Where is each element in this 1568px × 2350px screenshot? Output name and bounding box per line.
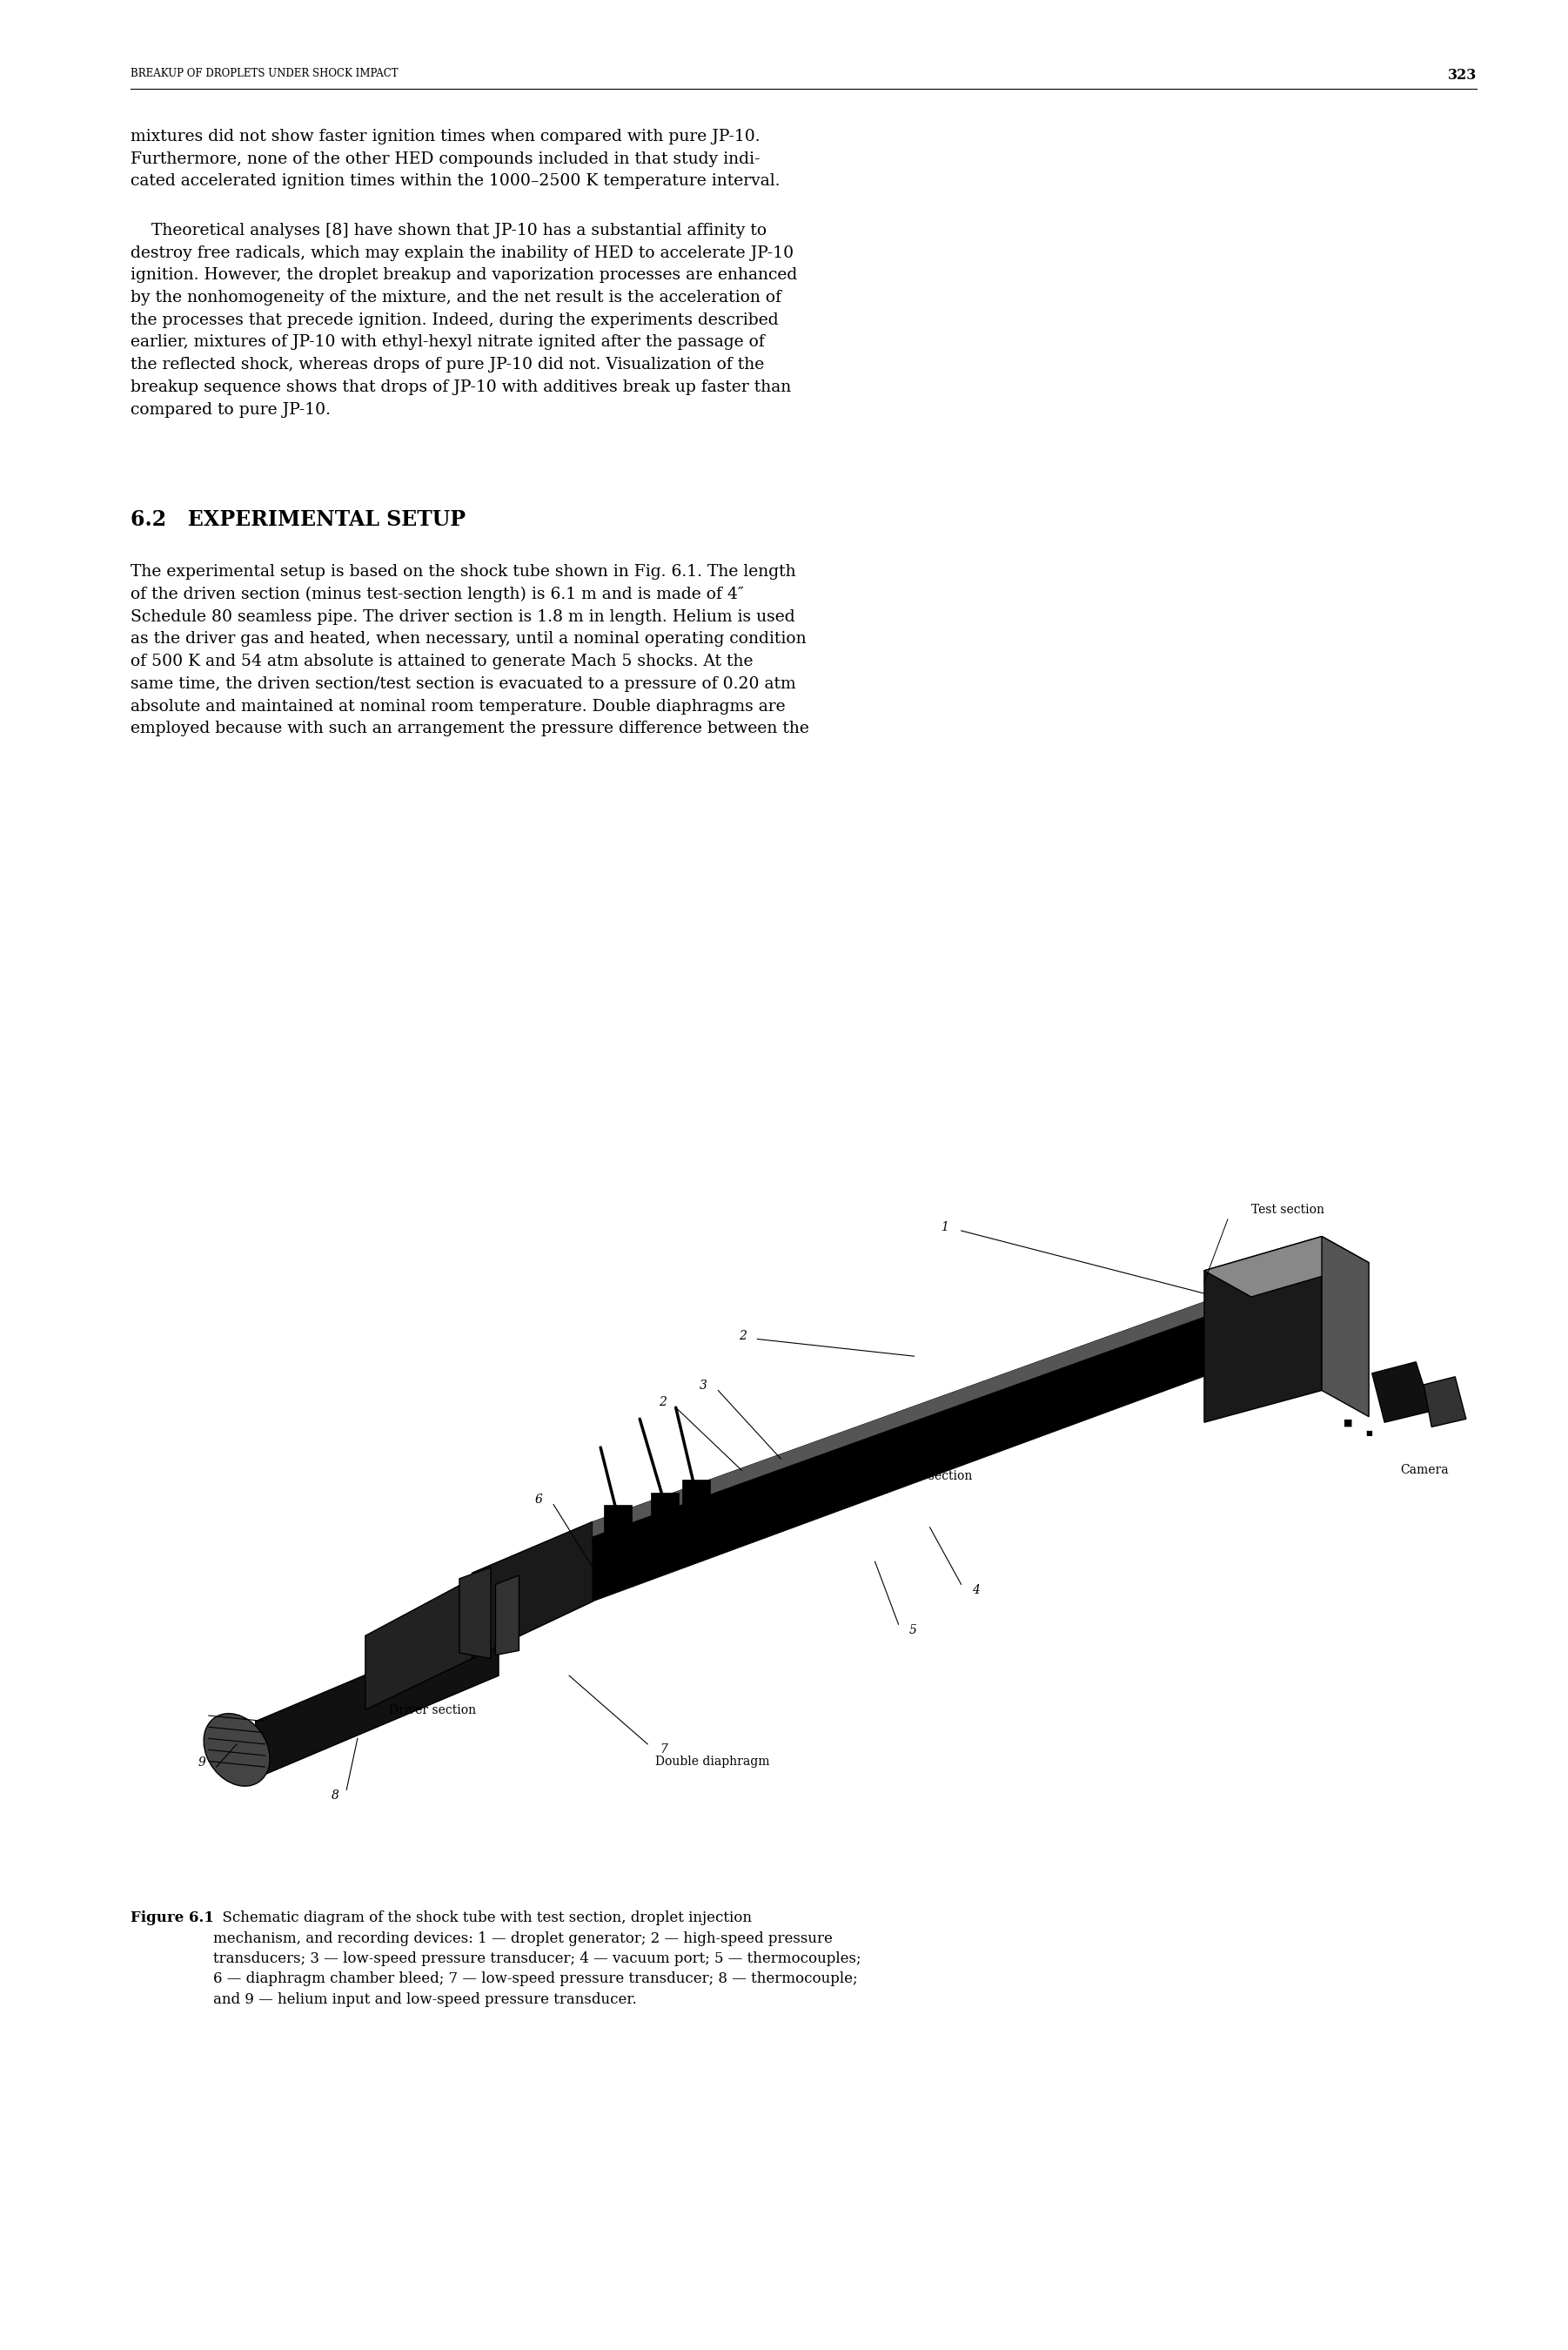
Text: BREAKUP OF DROPLETS UNDER SHOCK IMPACT: BREAKUP OF DROPLETS UNDER SHOCK IMPACT bbox=[130, 68, 398, 80]
Polygon shape bbox=[1204, 1236, 1322, 1422]
Text: 9: 9 bbox=[198, 1755, 205, 1770]
Polygon shape bbox=[1204, 1236, 1369, 1297]
Text: 3: 3 bbox=[699, 1379, 707, 1391]
Polygon shape bbox=[682, 1480, 710, 1513]
Text: Driver section: Driver section bbox=[389, 1704, 477, 1716]
Text: 2: 2 bbox=[739, 1330, 746, 1342]
Polygon shape bbox=[459, 1567, 491, 1659]
Polygon shape bbox=[1424, 1377, 1466, 1426]
Polygon shape bbox=[593, 1283, 1259, 1537]
Text: Double diaphragm: Double diaphragm bbox=[655, 1755, 770, 1767]
Polygon shape bbox=[256, 1619, 499, 1779]
Polygon shape bbox=[472, 1523, 593, 1659]
Polygon shape bbox=[495, 1574, 519, 1654]
Text: ■: ■ bbox=[1366, 1431, 1372, 1438]
Text: Driven section: Driven section bbox=[883, 1469, 972, 1483]
Polygon shape bbox=[1322, 1236, 1369, 1417]
Text: Test section: Test section bbox=[1251, 1203, 1325, 1217]
Text: Camera: Camera bbox=[1400, 1464, 1449, 1476]
Text: 5: 5 bbox=[909, 1624, 917, 1636]
Text: mixtures did not show faster ignition times when compared with pure JP-10.
Furth: mixtures did not show faster ignition ti… bbox=[130, 129, 779, 190]
Text: 323: 323 bbox=[1449, 68, 1477, 82]
Text: 8: 8 bbox=[331, 1788, 339, 1802]
Polygon shape bbox=[604, 1504, 632, 1539]
Ellipse shape bbox=[204, 1713, 270, 1786]
Polygon shape bbox=[651, 1492, 679, 1528]
Text: The experimental setup is based on the shock tube shown in Fig. 6.1. The length
: The experimental setup is based on the s… bbox=[130, 564, 809, 736]
Text: Schematic diagram of the shock tube with test section, droplet injection
mechani: Schematic diagram of the shock tube with… bbox=[213, 1911, 861, 2007]
Text: 2: 2 bbox=[659, 1396, 666, 1408]
Text: 6: 6 bbox=[535, 1495, 543, 1506]
Text: 6.2   EXPERIMENTAL SETUP: 6.2 EXPERIMENTAL SETUP bbox=[130, 510, 466, 531]
Polygon shape bbox=[593, 1283, 1259, 1600]
Text: ■: ■ bbox=[1344, 1417, 1353, 1426]
Text: 1: 1 bbox=[941, 1222, 949, 1234]
Text: 7: 7 bbox=[660, 1744, 668, 1755]
Text: Theoretical analyses [8] have shown that JP-10 has a substantial affinity to
des: Theoretical analyses [8] have shown that… bbox=[130, 223, 797, 418]
Polygon shape bbox=[365, 1579, 472, 1711]
Text: Figure 6.1: Figure 6.1 bbox=[130, 1911, 213, 1925]
Text: 4: 4 bbox=[972, 1584, 980, 1596]
Polygon shape bbox=[1372, 1363, 1432, 1422]
